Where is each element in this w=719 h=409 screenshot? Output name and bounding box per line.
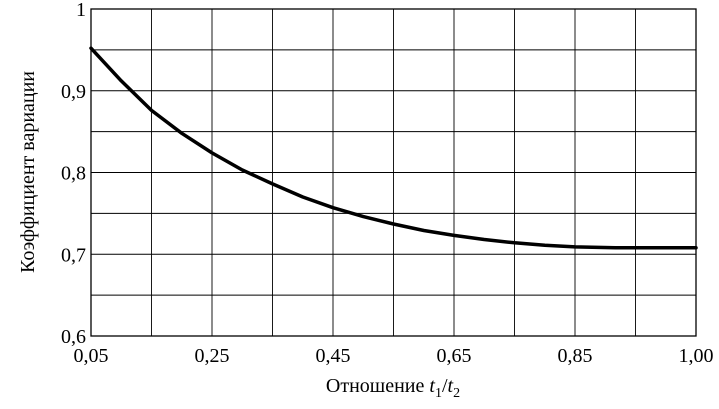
x-tick-label: 0,25: [195, 345, 230, 367]
x-tick-labels: 0,05 0,25 0,45 0,65 0,85 1,00: [74, 345, 714, 367]
x-tick-label: 0,65: [437, 345, 472, 367]
x-tick-label: 0,45: [316, 345, 351, 367]
y-axis-label: Коэффициент вариации: [17, 71, 39, 273]
x-axis-label: Отношение t1/t2: [326, 375, 460, 401]
y-tick-label: 0,7: [61, 244, 86, 266]
grid-lines: [90, 8, 697, 337]
plot-frame: [90, 8, 697, 337]
y-tick-label: 1: [76, 0, 86, 21]
series-line: [89, 46, 698, 250]
x-tick-label: 0,05: [74, 345, 109, 367]
y-tick-labels: 0,6 0,7 0,8 0,9 1: [61, 0, 86, 348]
y-tick-label: 0,8: [61, 163, 86, 185]
y-tick-label: 0,9: [61, 81, 86, 103]
x-tick-label: 0,85: [558, 345, 593, 367]
y-tick-label: 0,6: [61, 326, 86, 348]
x-tick-label: 1,00: [679, 345, 714, 367]
series-layer: [89, 46, 698, 250]
